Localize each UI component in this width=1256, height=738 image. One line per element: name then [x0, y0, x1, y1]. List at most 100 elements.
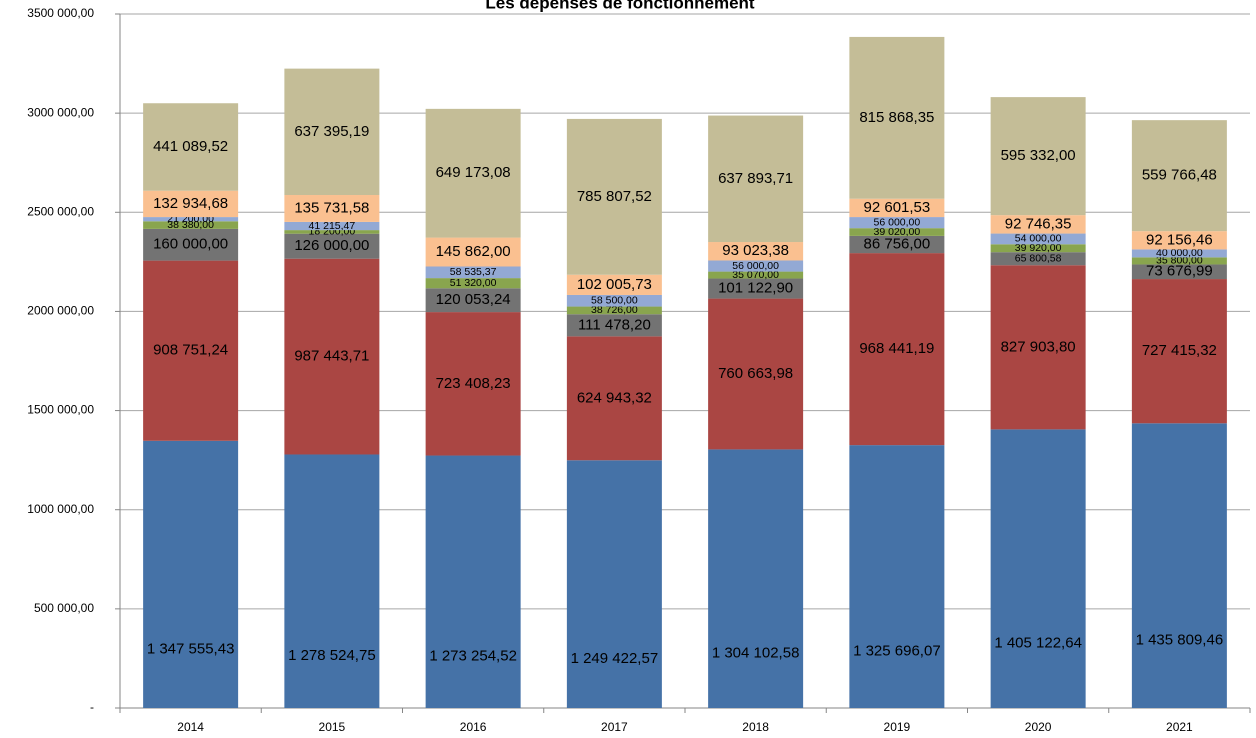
bar-segment	[849, 253, 945, 446]
data-label: 785 807,52	[577, 188, 652, 205]
bar-segment	[284, 221, 380, 231]
bar-segment	[849, 198, 945, 218]
data-label: 727 415,32	[1142, 342, 1217, 359]
data-label: 987 443,71	[294, 348, 369, 365]
bar-segment	[425, 288, 521, 313]
y-tick-label: 500 000,00	[34, 601, 94, 615]
bar-segment	[990, 265, 1086, 430]
x-tick-label: 2018	[742, 720, 769, 734]
data-label: 145 862,00	[436, 243, 511, 260]
bar-segment	[990, 252, 1086, 266]
bar-segment	[566, 460, 662, 708]
data-label: 1 435 809,46	[1136, 632, 1224, 649]
bar-segment	[566, 294, 662, 307]
bar-segment	[425, 278, 521, 289]
chart-title: Les dépenses de fonctionnement	[485, 0, 755, 12]
data-label: 815 868,35	[859, 109, 934, 126]
bar-segment	[425, 108, 521, 238]
x-tick-label: 2014	[177, 720, 204, 734]
y-tick-label: 2000 000,00	[27, 304, 94, 318]
data-label: 1 325 696,07	[853, 643, 941, 660]
bar-segment	[990, 97, 1086, 216]
bar-segment	[143, 190, 239, 218]
data-label: 40 000,00	[1156, 247, 1203, 259]
bar-segment	[1131, 120, 1227, 232]
bar-segment	[1131, 423, 1227, 708]
y-tick-label: 2500 000,00	[27, 204, 94, 218]
data-label: 92 601,53	[864, 199, 931, 216]
data-label: 39 920,00	[1015, 242, 1062, 254]
data-label: 908 751,24	[153, 342, 228, 359]
data-label: 441 089,52	[153, 138, 228, 155]
bar-segment	[708, 278, 804, 299]
y-tick-label: 1000 000,00	[27, 502, 94, 516]
data-label: 595 332,00	[1001, 147, 1076, 164]
bar-segment	[708, 298, 804, 450]
data-label: 1 273 254,52	[429, 648, 517, 665]
data-label: 35 070,00	[732, 269, 779, 281]
data-label: 126 000,00	[294, 237, 369, 254]
data-label: 92 156,46	[1146, 231, 1213, 248]
bar-segment	[1131, 279, 1227, 424]
bar-segment	[708, 260, 804, 272]
bar-segment	[284, 68, 380, 196]
data-label: 968 441,19	[859, 340, 934, 357]
bar-segment	[284, 195, 380, 222]
data-label: 65 800,58	[1015, 252, 1062, 264]
data-label: 723 408,23	[436, 375, 511, 392]
data-label: 56 000,00	[732, 260, 779, 272]
data-label: 649 173,08	[436, 164, 511, 181]
bar-segment	[143, 228, 239, 261]
data-label: 41 215,47	[309, 220, 356, 232]
data-label: 1 347 555,43	[147, 640, 235, 657]
y-tick-label: 3000 000,00	[27, 105, 94, 119]
bar-segment	[284, 454, 380, 708]
data-label: 1 249 422,57	[571, 650, 659, 667]
data-label: 93 023,38	[722, 242, 789, 259]
data-label: 58 500,00	[591, 295, 638, 307]
bar-segment	[990, 215, 1086, 234]
data-label: 58 535,37	[450, 266, 497, 278]
bar-segment	[708, 242, 804, 261]
y-tick-label: -	[90, 700, 94, 714]
bar-segment	[143, 217, 239, 222]
bar-segment	[849, 217, 945, 229]
data-label: 160 000,00	[153, 236, 228, 253]
bar-segment	[284, 258, 380, 455]
bar-segment	[566, 314, 662, 337]
x-tick-label: 2020	[1025, 720, 1052, 734]
bar-segment	[708, 271, 804, 279]
data-label: 1 278 524,75	[288, 647, 376, 664]
bar-segment	[990, 233, 1086, 245]
data-label: 54 000,00	[1015, 233, 1062, 245]
data-label: 624 943,32	[577, 389, 652, 406]
data-label: 38 380,00	[167, 219, 214, 231]
bar-segment	[566, 118, 662, 275]
bar-segment	[425, 312, 521, 456]
bar-segment	[284, 230, 380, 234]
data-label: 760 663,98	[718, 365, 793, 382]
bar-segment	[143, 221, 239, 229]
bar-segment	[425, 237, 521, 267]
data-label: 559 766,48	[1142, 167, 1217, 184]
bar-segment	[849, 228, 945, 236]
data-label: 120 053,24	[436, 291, 511, 308]
y-tick-label: 1500 000,00	[27, 403, 94, 417]
data-label: 35 800,00	[1156, 255, 1203, 267]
y-tick-label: 3500 000,00	[27, 6, 94, 20]
data-label: 38 726,00	[591, 304, 638, 316]
data-label: 135 731,58	[294, 199, 369, 216]
data-label: 132 934,68	[153, 195, 228, 212]
bar-segment	[990, 244, 1086, 253]
bar-segment	[566, 336, 662, 461]
x-tick-label: 2016	[460, 720, 487, 734]
bar-segment	[708, 449, 804, 708]
x-tick-label: 2015	[319, 720, 346, 734]
x-tick-label: 2019	[884, 720, 911, 734]
bar-segment	[143, 103, 239, 191]
bar-segment	[425, 266, 521, 279]
bar-segment	[143, 440, 239, 708]
bar-segment	[1131, 264, 1227, 280]
data-label: 92 746,35	[1005, 215, 1072, 232]
